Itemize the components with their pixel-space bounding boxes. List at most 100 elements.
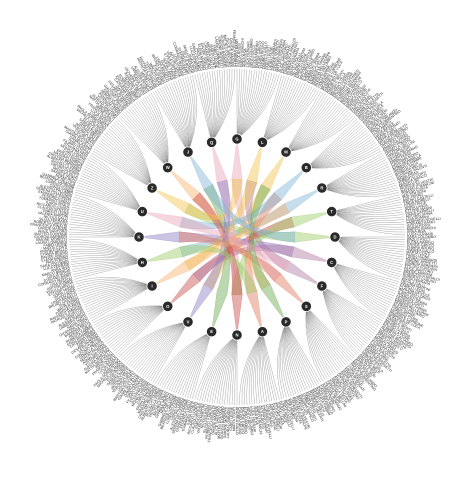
spoke-line <box>285 321 313 388</box>
spoke-line <box>236 71 265 140</box>
spoke-line <box>253 331 263 405</box>
hub-node[interactable] <box>316 182 328 194</box>
hub-node[interactable] <box>133 231 145 243</box>
hub-node[interactable] <box>256 326 268 338</box>
person-name-label: EMANUELE FARINA <box>38 190 72 202</box>
person-name-label: LISA ROMANI <box>173 54 184 77</box>
spoke-line <box>70 255 143 263</box>
spoke-line <box>248 331 263 405</box>
spoke-line <box>100 306 168 336</box>
spoke-line <box>206 71 213 143</box>
person-name-label: GIULIA ROSSI <box>181 50 192 74</box>
person-name-label: ARTURO SPINA <box>268 403 277 431</box>
person-name-label: DAVIDE GRECO <box>240 407 245 435</box>
hub-node[interactable] <box>182 316 194 328</box>
hub-node[interactable] <box>146 280 158 292</box>
spoke-line <box>321 168 391 189</box>
person-name-label: PAOLO RICCI <box>245 407 250 430</box>
person-name-label: ELENA MARINO <box>253 41 260 68</box>
person-name-label: NICOLA GALLI <box>401 278 426 288</box>
hub-node[interactable] <box>182 146 194 158</box>
hub-glyph: C <box>330 260 333 265</box>
hub-node[interactable] <box>300 300 312 312</box>
spoke-line <box>321 285 372 338</box>
connection-ribbon <box>151 203 290 287</box>
person-name-label: ALICE SANTORO <box>404 265 434 274</box>
spoke-line <box>115 306 168 354</box>
hub-node[interactable] <box>136 256 148 268</box>
hub-glyph: I <box>152 284 153 289</box>
spoke-line <box>87 285 153 315</box>
hub-node[interactable] <box>300 162 312 174</box>
spoke-line <box>331 262 399 282</box>
person-name-label: ALICE SANTORO <box>214 406 221 436</box>
connection-ribbon <box>179 231 307 307</box>
spoke-line <box>306 306 352 361</box>
spoke-line <box>262 76 287 143</box>
spoke-line <box>69 224 140 238</box>
spoke-line <box>89 285 153 317</box>
connection-ribbon <box>151 179 243 221</box>
hub-node[interactable] <box>136 206 148 218</box>
connection-ribbon <box>192 244 332 282</box>
spoke-line <box>211 69 221 143</box>
hub-glyph: P <box>285 319 288 324</box>
spoke-line <box>331 199 401 212</box>
spoke-line <box>73 197 140 238</box>
hub-node[interactable] <box>231 133 243 145</box>
spoke-line <box>331 262 396 294</box>
spoke-line <box>75 277 153 287</box>
spoke-line <box>142 321 189 376</box>
spoke-line <box>166 84 189 153</box>
person-name-label: ANNA RIVA <box>407 229 427 234</box>
hub-node[interactable] <box>162 162 174 174</box>
spoke-line <box>284 321 297 395</box>
person-name-label: VIOLA CAPPELLI <box>405 208 434 216</box>
spoke-line <box>285 321 311 389</box>
spoke-line <box>69 244 143 263</box>
spoke-line <box>306 306 336 374</box>
spoke-line <box>321 175 394 189</box>
hub-node[interactable] <box>280 146 292 158</box>
person-name-label: DAVIDE MARIANI <box>211 406 218 435</box>
person-name-label: DAVIDE MARIANI <box>229 38 234 67</box>
spoke-line <box>285 102 338 153</box>
hub-node[interactable] <box>231 329 243 341</box>
spoke-line <box>81 285 153 301</box>
spoke-line <box>78 180 143 212</box>
spoke-line <box>177 79 190 153</box>
spoke-line <box>241 331 263 405</box>
hub-node[interactable] <box>162 300 174 312</box>
spoke-line <box>170 82 189 153</box>
spoke-line <box>285 91 322 153</box>
hub-node[interactable] <box>326 256 338 268</box>
hub-node[interactable] <box>326 206 338 218</box>
person-name-label: GIORGIA BARBIERI <box>34 235 67 239</box>
spoke-line <box>161 331 212 388</box>
person-name-label: SILVIA FERRARA <box>202 404 211 434</box>
person-name-label: CHIARA BRUNO <box>238 407 242 435</box>
spoke-line <box>96 144 153 189</box>
hub-node[interactable] <box>206 326 218 338</box>
hub-glyph: D <box>333 235 336 240</box>
spoke-line <box>144 96 168 168</box>
hub-node[interactable] <box>146 182 158 194</box>
spoke-line <box>306 306 330 378</box>
spoke-line <box>112 124 153 189</box>
hub-node[interactable] <box>280 316 292 328</box>
spoke-line <box>236 70 260 140</box>
hub-node[interactable] <box>316 280 328 292</box>
spoke-line <box>173 331 212 393</box>
spoke-line <box>306 306 342 369</box>
spoke-line <box>211 69 226 143</box>
hub-node[interactable] <box>256 136 268 148</box>
person-name-label: CLAUDIA GENTILE <box>37 205 70 214</box>
spoke-line <box>306 122 361 168</box>
spoke-line <box>182 77 191 153</box>
hub-node[interactable] <box>206 136 218 148</box>
person-name-label: GIULIA ROSSI <box>258 405 265 429</box>
spoke-line <box>216 334 238 404</box>
spoke-line <box>140 321 189 375</box>
hub-node[interactable] <box>329 231 341 243</box>
spoke-line <box>306 306 356 357</box>
